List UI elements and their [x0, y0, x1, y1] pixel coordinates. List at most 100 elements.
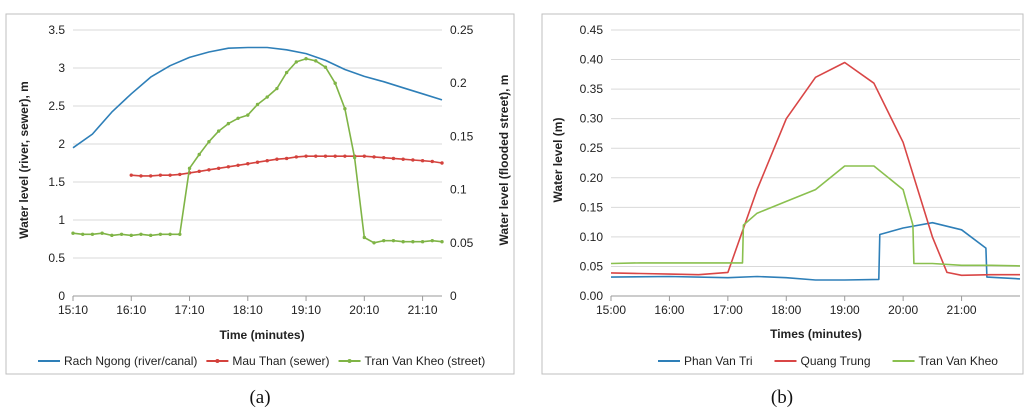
y-tick-label: 0.35: [580, 82, 604, 96]
chart-b-legend: Phan Van Tri Quang Trung Tran Van Kheo: [658, 354, 998, 368]
data-point: [430, 238, 434, 243]
legend-label: Quang Trung: [800, 354, 870, 368]
data-point: [323, 65, 328, 69]
x-tick-label: 19:00: [830, 303, 860, 317]
data-point: [158, 173, 163, 177]
x-tick-label: 21:10: [408, 303, 438, 317]
y-tick-label: 2.5: [48, 99, 65, 113]
data-point: [420, 240, 425, 244]
x-tick-label: 16:00: [654, 303, 684, 317]
data-point: [314, 59, 318, 63]
data-point: [246, 113, 250, 117]
x-tick-label: 18:10: [233, 303, 263, 317]
chart-b-x-label: Times (minutes): [770, 327, 862, 341]
data-point: [197, 169, 201, 174]
data-point: [382, 238, 386, 243]
data-point: [71, 231, 75, 235]
data-point: [314, 154, 318, 158]
chart-a-y-ticks: 0 0.5 1 1.5 2 2.5 3 3.5: [48, 23, 65, 303]
data-point: [265, 95, 269, 99]
chart-a-y-label: Water level (river, sewer), m: [17, 81, 31, 239]
data-point: [197, 152, 201, 157]
data-point: [255, 102, 260, 107]
legend-marker: [215, 359, 220, 363]
chart-a-y2-ticks: 0 0.05 0.1 0.15 0.2 0.25: [450, 23, 474, 303]
legend-marker: [347, 359, 352, 363]
y2-tick-label: 0.05: [450, 236, 474, 250]
data-point: [411, 240, 415, 244]
x-tick-label: 19:10: [291, 303, 321, 317]
data-point: [284, 70, 289, 75]
data-point: [430, 159, 434, 164]
legend-label: Rach Ngong (river/canal): [64, 354, 197, 368]
chart-b-axes: [610, 295, 1020, 301]
y-tick-label: 0.40: [580, 53, 604, 67]
data-point: [440, 240, 444, 244]
chart-a-frame: [5, 13, 515, 375]
data-point: [148, 233, 153, 238]
data-point: [294, 155, 299, 159]
y-tick-label: 0: [58, 289, 65, 303]
data-point: [139, 174, 143, 178]
legend-label: Tran Van Kheo (street): [365, 354, 486, 368]
data-point: [226, 121, 231, 126]
y-tick-label: 0.5: [48, 251, 65, 265]
y-tick-label: 3: [58, 61, 65, 75]
y2-tick-label: 0: [450, 289, 457, 303]
y2-tick-label: 0.2: [450, 76, 467, 90]
data-point: [440, 161, 444, 165]
data-point: [178, 232, 182, 236]
x-tick-label: 15:10: [58, 303, 88, 317]
x-tick-label: 20:00: [888, 303, 918, 317]
x-tick-label: 20:10: [349, 303, 379, 317]
y-tick-label: 0.10: [580, 230, 604, 244]
chart-b-y-label: Water level (m): [551, 118, 565, 203]
legend-label: Tran Van Kheo: [919, 354, 999, 368]
data-point: [129, 233, 133, 238]
caption-a: (a): [249, 387, 270, 408]
data-point: [362, 235, 367, 240]
data-point: [401, 240, 405, 244]
series-line: [610, 165, 1021, 267]
chart-a-y2-label: Water level (flooded street), m: [497, 75, 511, 246]
series-line: [610, 221, 1021, 281]
data-point: [255, 160, 260, 164]
x-tick-label: 16:10: [116, 303, 146, 317]
data-point: [207, 168, 211, 172]
data-point: [158, 232, 163, 236]
x-tick-label: 17:00: [713, 303, 743, 317]
y-tick-label: 0.30: [580, 112, 604, 126]
data-point: [216, 166, 221, 171]
data-point: [323, 154, 328, 158]
y-tick-label: 1: [58, 213, 65, 227]
chart-b-y-ticks: 0.00 0.05 0.10 0.15 0.20 0.25 0.30 0.35 0.40 0.45: [580, 23, 604, 303]
data-point: [333, 154, 337, 158]
chart-b-series: [610, 61, 1021, 281]
data-point: [100, 231, 104, 235]
y-tick-label: 0.00: [580, 289, 604, 303]
y-tick-label: 1.5: [48, 175, 65, 189]
chart-b-frame: [541, 13, 1024, 375]
chart-panel-a: 0 0.5 1 1.5 2 2.5 3 3.5 0 0.05 0.1 0.15 0.2 0.25 15:…: [5, 13, 515, 375]
legend-label: Phan Van Tri: [684, 354, 752, 368]
data-point: [226, 165, 231, 169]
data-point: [265, 159, 269, 163]
chart-panel-b: 0.00 0.05 0.10 0.15 0.20 0.25 0.30 0.35 0.40 0.45…: [541, 13, 1024, 375]
caption-b: (b): [771, 387, 793, 408]
x-tick-label: 15:00: [596, 303, 626, 317]
data-point: [333, 81, 337, 85]
data-point: [343, 107, 347, 111]
data-point: [216, 129, 221, 133]
data-point: [139, 232, 143, 236]
y-tick-label: 0.20: [580, 171, 604, 185]
data-point: [382, 155, 386, 160]
y2-tick-label: 0.1: [450, 183, 467, 197]
y-tick-label: 3.5: [48, 23, 65, 37]
chart-b-x-ticks: 15:00 16:00 17:00 18:00 19:00 20:00 21:00: [596, 303, 977, 317]
chart-a-x-ticks: 15:10 16:10 17:10 18:10 19:10 20:10 21:10: [58, 303, 438, 317]
chart-a-x-label: Time (minutes): [219, 328, 304, 342]
x-tick-label: 18:00: [771, 303, 801, 317]
chart-a-axes: [72, 295, 442, 301]
series-line: [610, 61, 1020, 277]
